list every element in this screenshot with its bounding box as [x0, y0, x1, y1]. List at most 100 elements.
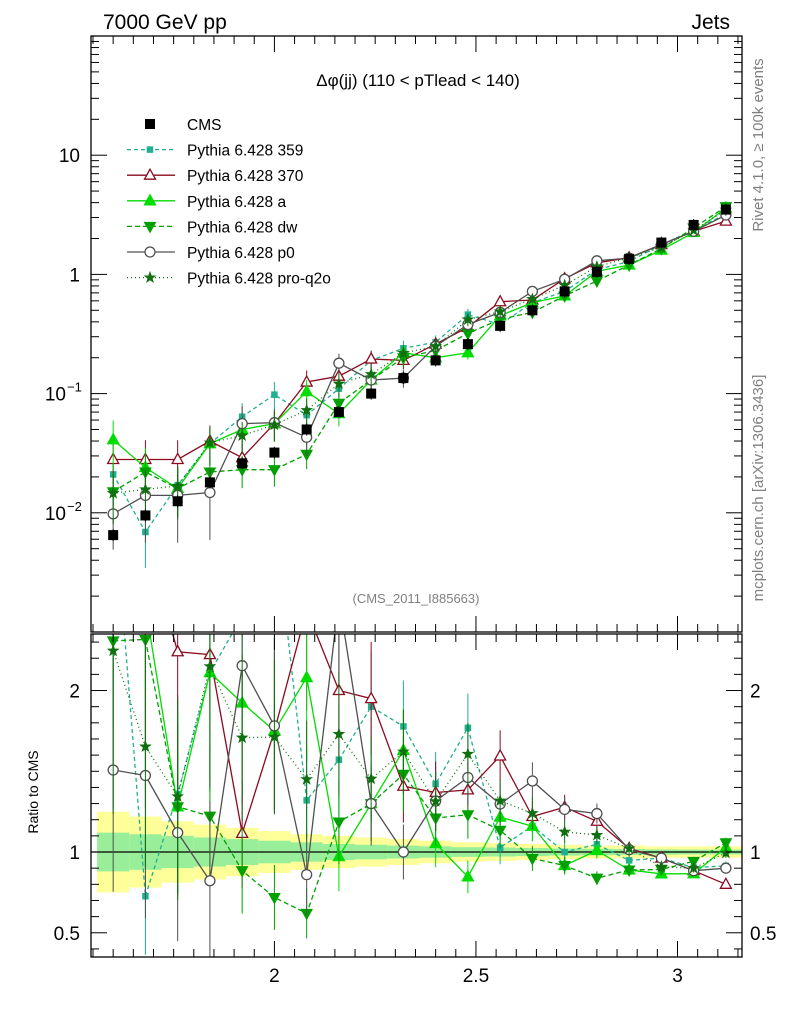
- ratio-point-3-19: [719, 838, 733, 850]
- data-point-2: [172, 496, 183, 507]
- ratio-point-3-5-shape: [268, 892, 281, 905]
- ratio-point-5-13: [526, 806, 539, 819]
- ratio-point-1-19: [719, 876, 733, 889]
- ratio-panel-frame: [90, 633, 743, 958]
- ratio-point-3-11-shape: [461, 810, 475, 822]
- ratio-point-4-19-shape: [720, 862, 732, 874]
- data-point-17-shape: [656, 237, 667, 248]
- ratio-point-5-14: [558, 825, 571, 838]
- data-point-12-shape: [495, 320, 506, 331]
- point-5-8-shape: [364, 367, 378, 380]
- point-1-12-shape: [493, 294, 507, 307]
- point-5-4: [235, 428, 249, 442]
- ratio-point-5-4-shape: [235, 731, 249, 744]
- ratio-point-4-7: [334, 593, 344, 603]
- point-1-2-shape: [171, 452, 185, 465]
- data-point-7: [333, 407, 344, 418]
- ratio-point-2-6: [300, 670, 314, 683]
- point-5-0-shape: [106, 486, 120, 499]
- ratio-point-5-10: [429, 794, 443, 807]
- ratio-point-5-8: [364, 772, 378, 785]
- legend-label-4: Pythia 6.428 dw: [187, 219, 298, 236]
- ytick-ratio-label-left-2: 2: [69, 682, 80, 703]
- ratio-point-5-8-shape: [364, 772, 378, 785]
- point-5-6: [300, 403, 314, 416]
- data-point-6-shape: [301, 424, 312, 435]
- data-point-12: [495, 320, 506, 331]
- data-point-7-shape: [333, 407, 344, 418]
- ratio-point-4-9-shape: [397, 846, 410, 858]
- point-3-5: [268, 465, 281, 477]
- data-point-5-shape: [269, 447, 280, 458]
- legend-label-1: Pythia 6.428 359: [187, 143, 303, 160]
- legend-entry-5: Pythia 6.428 p0: [127, 245, 295, 262]
- point-5-12: [493, 304, 507, 317]
- data-point-15-shape: [591, 266, 602, 277]
- ratio-point-5-0: [106, 644, 120, 657]
- point-3-7: [332, 398, 346, 411]
- point-1-8: [364, 351, 378, 364]
- point-5-7-shape: [332, 377, 346, 390]
- legend-entry-4: Pythia 6.428 dw: [127, 219, 298, 236]
- ratio-point-5-6: [300, 772, 314, 785]
- data-point-0: [108, 530, 119, 541]
- ratio-point-3-14: [558, 860, 571, 873]
- xtick-label-2: 3: [672, 966, 683, 987]
- ytick-main-label-0: 10: [45, 504, 66, 525]
- data-point-9: [398, 373, 409, 384]
- ratio-point-3-16-shape: [622, 865, 636, 878]
- series-ratio-5: [106, 634, 733, 895]
- data-point-2-shape: [172, 496, 183, 507]
- point-2-6-shape: [300, 384, 314, 397]
- legend-marker-0-shape: [145, 119, 155, 129]
- ratio-line-0: [123, 634, 726, 897]
- header-right: Jets: [691, 11, 730, 34]
- xtick-label-1: 2.5: [463, 966, 489, 987]
- legend-entry-6: Pythia 6.428 pro-q2o: [127, 271, 331, 288]
- ratio-point-0-16: [625, 857, 633, 864]
- data-point-10: [430, 355, 441, 366]
- ratio-point-5-12: [493, 794, 507, 807]
- ratio-point-0-5-shape: [271, 516, 278, 523]
- data-point-15: [591, 266, 602, 277]
- data-point-11-shape: [462, 339, 473, 350]
- data-point-8-shape: [366, 388, 377, 399]
- ratio-point-2-6-shape: [300, 670, 314, 683]
- data-point-16: [624, 253, 635, 264]
- ratio-point-5-7-shape: [332, 727, 346, 740]
- ytick-main-label-1: 10: [45, 385, 66, 406]
- ratio-point-5-7: [332, 727, 346, 740]
- ratio-line-4: [113, 634, 726, 883]
- ratio-point-4-3-shape: [204, 875, 216, 887]
- point-5-2-shape: [171, 479, 185, 492]
- ratio-point-2-15-shape: [590, 843, 604, 856]
- ratio-point-1-2: [171, 644, 185, 657]
- legend-marker-1-shape: [146, 146, 154, 153]
- ratio-point-5-15-shape: [590, 828, 604, 841]
- ratio-point-5-1-shape: [139, 739, 152, 753]
- data-point-9-shape: [398, 373, 409, 384]
- analysis-id: (CMS_2011_I885663): [353, 591, 480, 606]
- point-5-9: [397, 346, 410, 359]
- ratio-point-0-14: [561, 848, 568, 856]
- series-ratio-2: [144, 634, 733, 900]
- ytick-main-label-3: 10: [59, 146, 80, 167]
- data-point-4: [237, 458, 248, 469]
- ratio-point-4-6-shape: [301, 868, 313, 881]
- ratio-point-5-16-shape: [622, 841, 636, 854]
- point-5-1: [139, 482, 152, 495]
- legend-entry-0: CMS: [145, 117, 221, 134]
- ratio-point-1-6: [301, 604, 312, 614]
- point-2-0: [106, 432, 120, 445]
- point-5-5-shape: [268, 418, 281, 431]
- ratio-point-3-14-shape: [558, 860, 571, 873]
- data-point-5: [269, 447, 280, 458]
- legend-label-3: Pythia 6.428 a: [187, 194, 286, 211]
- point-1-8-shape: [364, 351, 378, 364]
- data-point-18: [688, 219, 699, 230]
- point-2-0-shape: [106, 432, 120, 445]
- rivet-label: Rivet 4.1.0, ≥ 100k events: [750, 58, 767, 231]
- data-point-13-shape: [527, 305, 538, 316]
- point-5-13-shape: [526, 292, 539, 305]
